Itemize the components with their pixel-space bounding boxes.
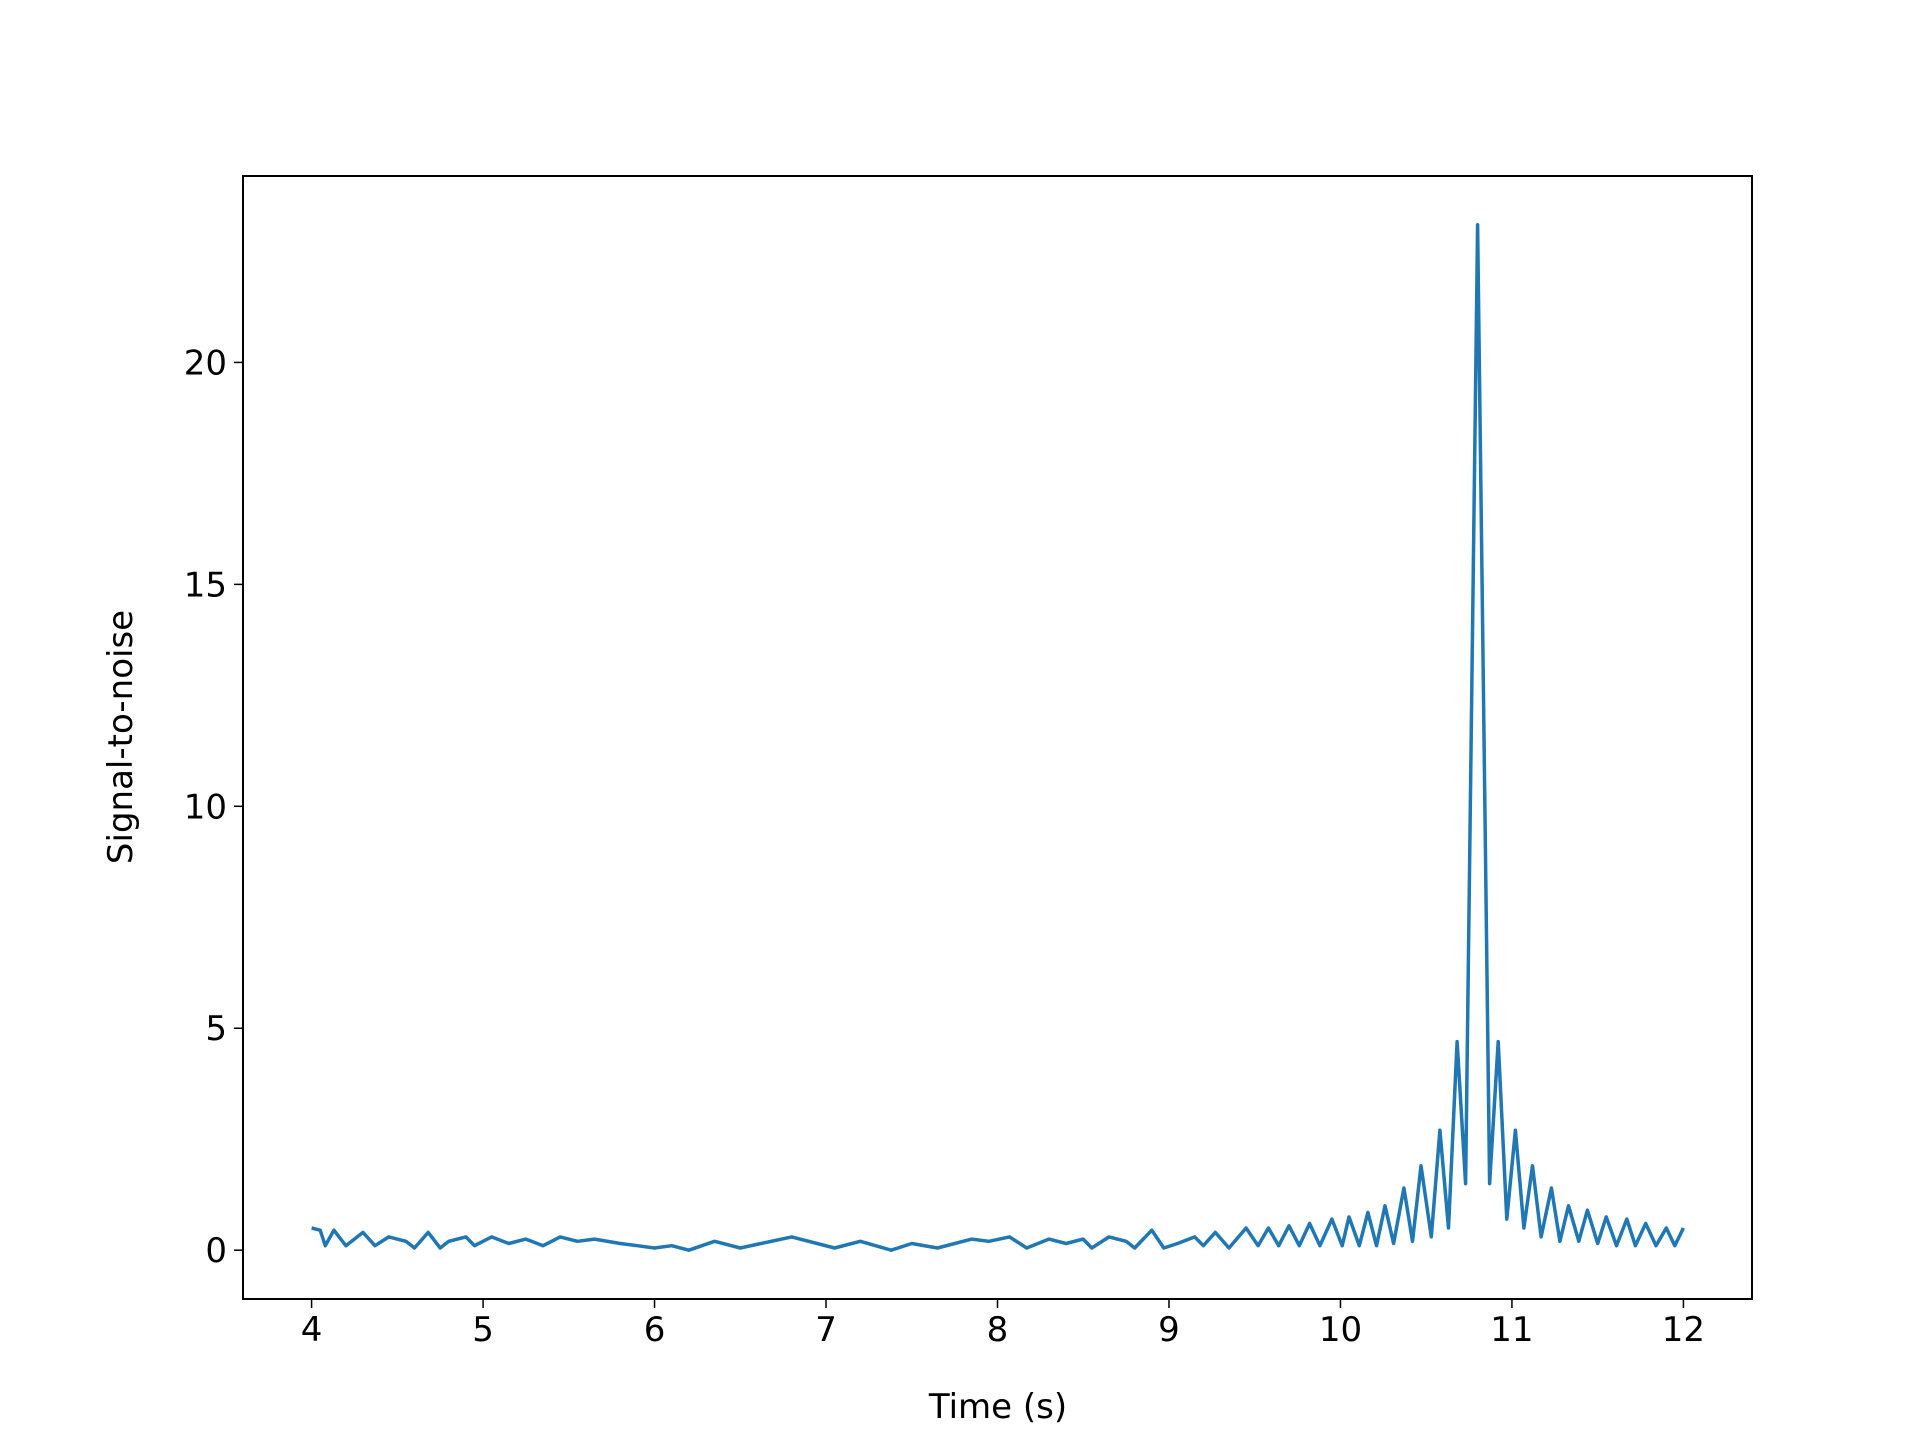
y-tick-label: 20 [184, 343, 227, 383]
x-tick-label: 10 [1319, 1310, 1362, 1350]
x-tick-label: 4 [301, 1310, 323, 1350]
x-tick-label: 9 [1158, 1310, 1180, 1350]
y-tick-label: 5 [205, 1009, 227, 1049]
x-tick-label: 8 [987, 1310, 1009, 1350]
x-tick-label: 11 [1490, 1310, 1533, 1350]
y-tick-label: 15 [184, 565, 227, 605]
x-tick-label: 6 [644, 1310, 666, 1350]
line [311, 223, 1685, 1252]
plot-frame [242, 175, 1753, 1300]
y-tick-label: 0 [205, 1231, 227, 1271]
x-axis-label: Time (s) [928, 1387, 1067, 1427]
y-axis-label: Signal-to-noise [101, 610, 141, 864]
y-tick-label: 10 [184, 787, 227, 827]
x-tick-label: 7 [815, 1310, 837, 1350]
x-tick-label: 5 [472, 1310, 494, 1350]
x-tick-label: 12 [1662, 1310, 1705, 1350]
